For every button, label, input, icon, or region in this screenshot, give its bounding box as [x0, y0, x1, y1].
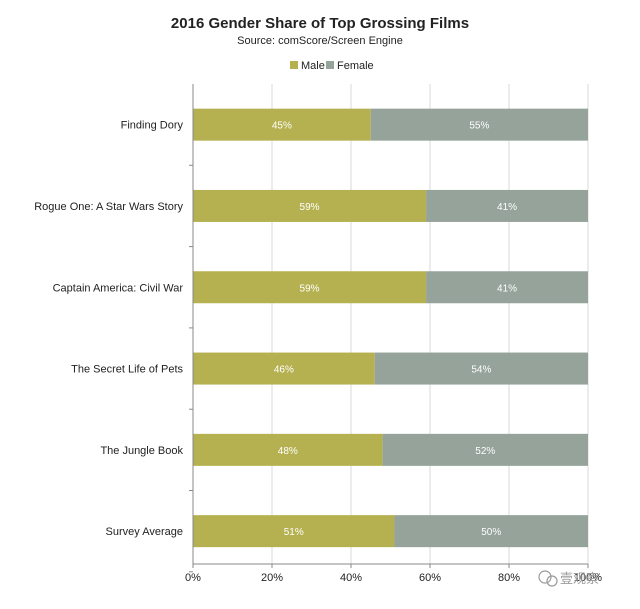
data-label-female: 52%: [475, 446, 495, 457]
category-label: The Secret Life of Pets: [71, 364, 183, 376]
legend: Male Female: [290, 60, 374, 72]
data-label-male: 51%: [284, 527, 304, 538]
legend-label-female: Female: [337, 60, 374, 72]
x-tick-label: 60%: [419, 572, 441, 584]
gridlines: [192, 84, 589, 564]
data-label-female: 50%: [481, 527, 501, 538]
data-label-female: 55%: [469, 121, 489, 132]
bar-male-5: [193, 433, 383, 466]
x-tick-label: 0%: [185, 572, 201, 584]
bar-male-4: [193, 352, 375, 385]
bar-female-5: [382, 433, 588, 466]
bar-male-1: [193, 108, 371, 141]
bars: 45% 55% 59% 41% 59% 41% 46% 54% 48% 52% 51% 50%: [193, 108, 588, 548]
data-label-male: 59%: [300, 202, 320, 213]
category-label: Finding Dory: [121, 120, 184, 132]
wechat-icon: [538, 570, 558, 587]
data-label-female: 54%: [471, 365, 491, 376]
x-tick-label: 100%: [574, 572, 602, 584]
data-label-male: 59%: [300, 283, 320, 294]
data-label-male: 48%: [278, 446, 298, 457]
bar-male-6: [193, 515, 395, 548]
bar-female-6: [394, 515, 588, 548]
bar-female-1: [370, 108, 588, 141]
x-tick-label: 20%: [261, 572, 283, 584]
category-label: Rogue One: A Star Wars Story: [34, 201, 183, 213]
category-labels: Finding Dory Rogue One: A Star Wars Story…: [34, 120, 193, 573]
data-label-male: 45%: [272, 121, 292, 132]
category-label: The Jungle Book: [100, 445, 183, 457]
chart-subtitle: Source: comScore/Screen Engine: [237, 35, 403, 47]
bar-male-2: [193, 189, 427, 222]
data-label-female: 41%: [497, 283, 517, 294]
watermark: 壹观察: [538, 570, 599, 587]
legend-swatch-male: [290, 61, 298, 69]
bar-female-4: [374, 352, 588, 385]
data-label-female: 41%: [497, 202, 517, 213]
chart-title: 2016 Gender Share of Top Grossing Films: [171, 15, 469, 32]
legend-label-male: Male: [301, 60, 325, 72]
data-label-male: 46%: [274, 365, 294, 376]
category-label: Survey Average: [106, 526, 183, 538]
bar-male-3: [193, 271, 427, 304]
bar-female-3: [426, 271, 588, 304]
x-tick-label: 40%: [340, 572, 362, 584]
bar-female-2: [426, 189, 588, 222]
legend-swatch-female: [326, 61, 334, 69]
x-tick-label: 80%: [498, 572, 520, 584]
x-axis-ticks: 0% 20% 40% 60% 80% 100%: [185, 84, 602, 584]
category-label: Captain America: Civil War: [53, 282, 184, 294]
watermark-text: 壹观察: [560, 572, 599, 587]
